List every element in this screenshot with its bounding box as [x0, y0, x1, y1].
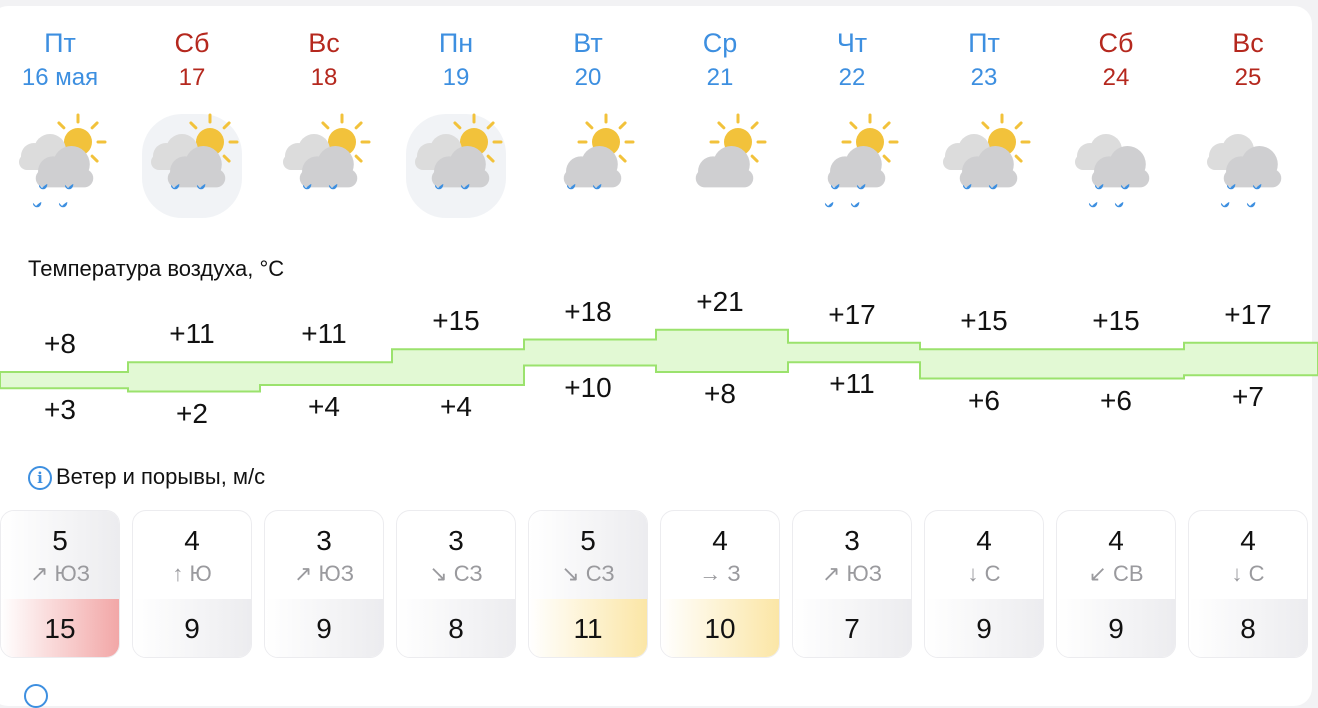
temp-min: +8	[704, 378, 736, 409]
day-of-week: Вт	[573, 28, 603, 58]
partly-cloudy-heavy-rain-icon	[10, 108, 110, 220]
wind-speed: 4	[1108, 525, 1124, 556]
wind-card[interactable]: 4 ↓ С 9	[924, 510, 1044, 658]
day-of-week: Сб	[1098, 28, 1134, 58]
sun-cloud-heavy-rain-icon	[802, 108, 902, 220]
day-date: 20	[574, 64, 602, 91]
day-of-week: Вс	[1232, 28, 1264, 58]
wind-direction: ↑ Ю	[172, 561, 212, 586]
wind-direction: ↘ СЗ	[429, 561, 483, 586]
day-of-week: Пн	[438, 28, 474, 58]
info-icon[interactable]	[24, 684, 48, 708]
temp-min: +3	[44, 394, 76, 426]
day-date: 21	[706, 64, 734, 91]
wind-gust: 9	[133, 599, 251, 657]
wind-gust: 11	[529, 599, 647, 657]
wind-title-text: Ветер и порывы, м/с	[56, 464, 266, 489]
temp-min: +2	[176, 397, 208, 429]
wind-speed: 4	[976, 525, 992, 556]
temp-min: +11	[829, 368, 875, 400]
wind-card[interactable]: 4 ↓ С 8	[1188, 510, 1308, 658]
day-date: 24	[1102, 64, 1130, 91]
partly-cloudy-light-rain-icon	[934, 108, 1034, 220]
wind-direction: ↓ С	[1231, 561, 1265, 586]
wind-card[interactable]: 3 ↗ ЮЗ 9	[264, 510, 384, 658]
wind-card[interactable]: 4 ↑ Ю 9	[132, 510, 252, 658]
wind-gust: 7	[793, 599, 911, 657]
sun-cloud-light-rain-icon	[538, 108, 638, 220]
wind-speed: 4	[184, 525, 200, 556]
temp-max: +15	[1092, 305, 1140, 337]
day-of-week: Ср	[702, 28, 738, 58]
day-of-week: Пт	[968, 28, 1000, 58]
temperature-band-area	[0, 328, 1318, 393]
temp-max: +17	[1224, 298, 1272, 330]
day-of-week: Сб	[174, 28, 210, 58]
wind-speed: 4	[1240, 525, 1256, 556]
wind-gust: 9	[265, 599, 383, 657]
cloudy-heavy-rain-icon	[1198, 108, 1298, 220]
wind-card[interactable]: 3 ↘ СЗ 8	[396, 510, 516, 658]
wind-title: i Ветер и порывы, м/с	[28, 464, 266, 491]
wind-gust: 10	[661, 599, 779, 657]
wind-gust: 8	[1189, 599, 1307, 657]
temperature-title: Температура воздуха, °C	[28, 256, 285, 281]
temp-max: +15	[432, 305, 480, 337]
day-date: 18	[310, 64, 338, 91]
temp-min: +4	[308, 391, 340, 422]
partly-cloudy-light-rain-icon	[274, 108, 374, 220]
info-icon[interactable]: i	[28, 466, 52, 491]
wind-card[interactable]: 5 ↘ СЗ 11	[528, 510, 648, 658]
day-date: 25	[1234, 64, 1262, 91]
temp-max: +18	[564, 295, 612, 327]
wind-direction: ↗ ЮЗ	[821, 561, 883, 586]
wind-direction: → З	[699, 561, 741, 586]
temp-max: +21	[696, 285, 744, 317]
wind-speed: 3	[844, 525, 860, 556]
wind-gust: 8	[397, 599, 515, 657]
wind-direction: ↘ СЗ	[561, 561, 615, 586]
day-date: 17	[178, 64, 206, 91]
day-date: 16 мая	[21, 64, 99, 91]
temp-min: +6	[968, 384, 1000, 416]
temp-min: +6	[1100, 384, 1132, 416]
day-date: 23	[970, 64, 998, 91]
wind-card[interactable]: 5 ↗ ЮЗ 15	[0, 510, 120, 658]
temperature-band	[0, 328, 1318, 393]
wind-card[interactable]: 3 ↗ ЮЗ 7	[792, 510, 912, 658]
wind-speed: 5	[52, 525, 68, 556]
wind-direction: ↙ СВ	[1088, 561, 1144, 586]
wind-card[interactable]: 4 ↙ СВ 9	[1056, 510, 1176, 658]
day-of-week: Вс	[308, 28, 340, 58]
day-date: 22	[838, 64, 866, 91]
wind-gust: 15	[1, 599, 119, 657]
temp-max: +17	[828, 298, 876, 330]
day-of-week: Пт	[44, 28, 76, 58]
wind-gust: 9	[925, 599, 1043, 657]
fog-partly-cloudy-light-rain-icon	[142, 108, 242, 220]
temp-max: +11	[301, 318, 347, 350]
wind-card[interactable]: 4 → З 10	[660, 510, 780, 658]
temp-max: +15	[960, 305, 1008, 337]
fog-partly-cloudy-light-rain-icon	[406, 108, 506, 220]
day-of-week: Чт	[836, 28, 868, 58]
wind-speed: 3	[316, 525, 332, 556]
wind-direction: ↓ С	[967, 561, 1001, 586]
wind-speed: 5	[580, 525, 596, 556]
wind-direction: ↗ ЮЗ	[293, 561, 355, 586]
temp-min: +7	[1232, 381, 1264, 413]
day-date: 19	[442, 64, 470, 91]
wind-speed: 4	[712, 525, 728, 556]
temp-min: +4	[440, 391, 472, 422]
wind-direction: ↗ ЮЗ	[29, 561, 91, 586]
wind-gust: 9	[1057, 599, 1175, 657]
sun-cloud-icon	[670, 108, 770, 220]
temp-max: +11	[169, 318, 215, 350]
temp-min: +10	[564, 371, 612, 403]
cloudy-heavy-rain-icon	[1066, 108, 1166, 220]
temp-max: +8	[44, 328, 76, 359]
wind-speed: 3	[448, 525, 464, 556]
